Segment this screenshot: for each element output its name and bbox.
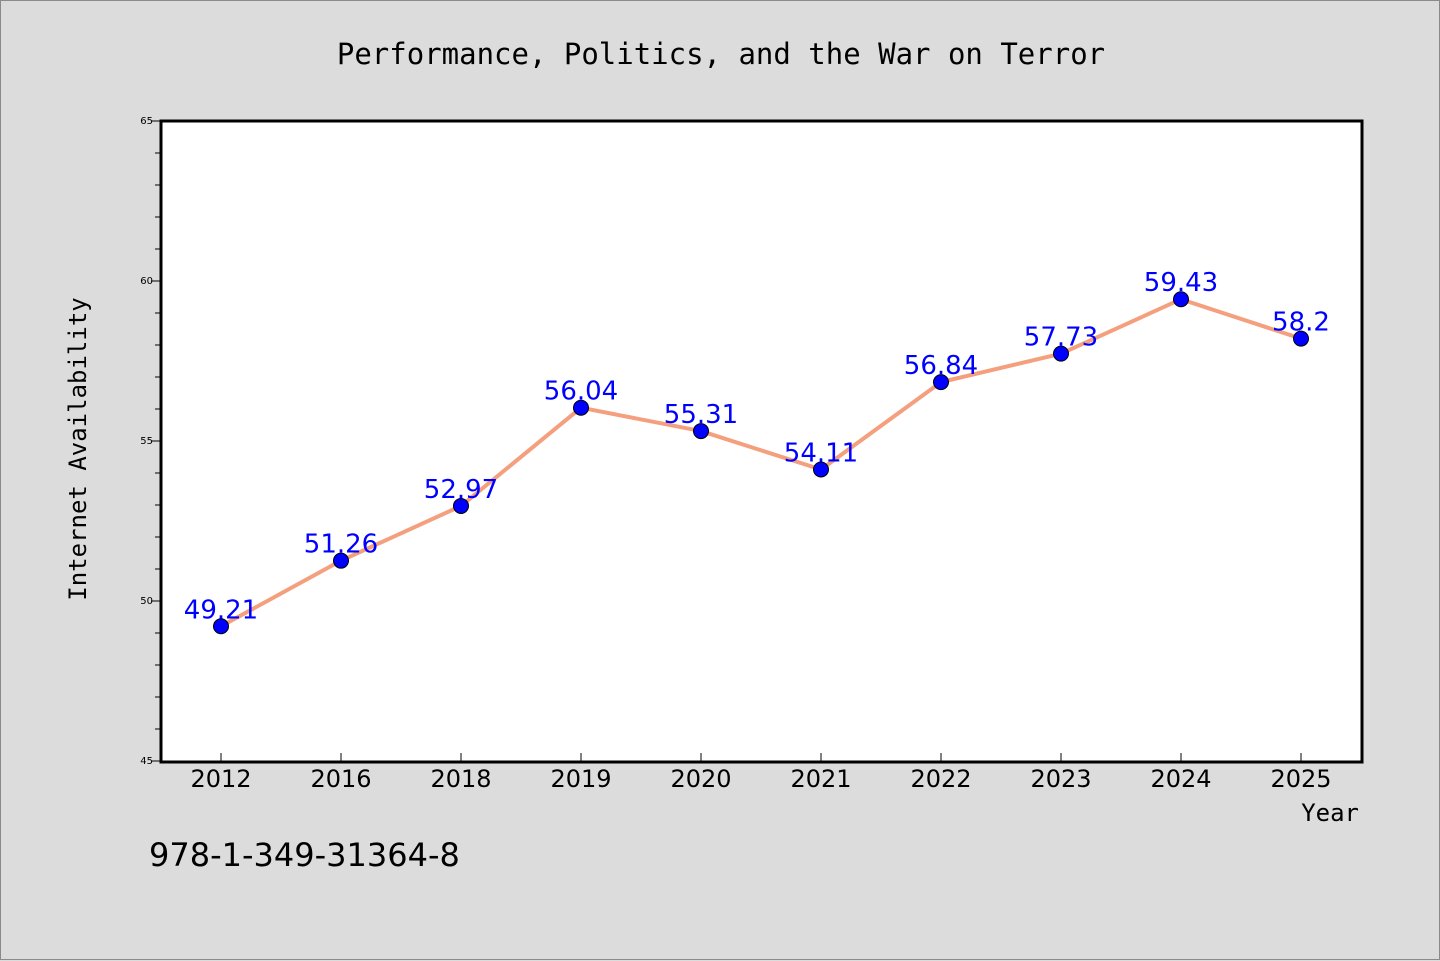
- x-tick-label: 2018: [430, 765, 491, 793]
- data-point: [573, 399, 589, 416]
- data-label: 56.04: [544, 377, 618, 407]
- x-tick-label: 2023: [1030, 765, 1091, 793]
- plot-area: [159, 119, 1364, 764]
- x-tick-label: 2012: [190, 765, 251, 793]
- data-point: [453, 497, 469, 514]
- y-tick-label: 55: [140, 436, 153, 447]
- data-point: [213, 618, 229, 635]
- data-label: 56.84: [904, 351, 978, 381]
- y-tick-label: 50: [140, 596, 153, 607]
- x-tick-label: 2025: [1270, 765, 1331, 793]
- y-tick-label: 65: [140, 116, 153, 127]
- data-point: [333, 552, 349, 569]
- y-tick-label: 60: [140, 276, 153, 287]
- data-label: 54.11: [784, 438, 858, 468]
- data-point: [1053, 345, 1069, 362]
- series-line: [220, 297, 1302, 629]
- x-axis: 2012 2016 2018 2019 2020 2021 2022 2023 2024 2025: [190, 753, 1332, 793]
- y-axis: 45 50 55 60 65: [140, 116, 161, 767]
- x-tick-label: 2022: [910, 765, 971, 793]
- data-point: [813, 461, 829, 478]
- data-label: 52.97: [424, 475, 498, 505]
- data-point: [1293, 330, 1309, 347]
- y-axis-label: Internet Availability: [64, 297, 92, 600]
- x-tick-label: 2016: [310, 765, 371, 793]
- isbn-text: 978-1-349-31364-8: [149, 836, 460, 874]
- data-point: [693, 423, 709, 440]
- data-label: 51.26: [304, 530, 378, 560]
- x-axis-label: Year: [1301, 799, 1359, 827]
- data-label: 58.2: [1272, 308, 1330, 338]
- data-label: 57.73: [1024, 323, 1098, 353]
- x-tick-label: 2019: [550, 765, 611, 793]
- chart-title: Performance, Politics, and the War on Te…: [337, 37, 1105, 71]
- x-tick-label: 2024: [1150, 765, 1211, 793]
- data-label: 59.43: [1144, 268, 1218, 298]
- data-label: 49.21: [184, 595, 258, 625]
- data-label: 55.31: [664, 400, 738, 430]
- y-tick-label: 45: [140, 756, 153, 767]
- x-tick-label: 2020: [670, 765, 731, 793]
- series-group: 49.21 51.26 52.97 56.04 55.31 54.11 56.84 57.73…: [184, 268, 1330, 635]
- x-tick-label: 2021: [790, 765, 851, 793]
- data-point: [933, 374, 949, 391]
- data-point: [1173, 291, 1189, 308]
